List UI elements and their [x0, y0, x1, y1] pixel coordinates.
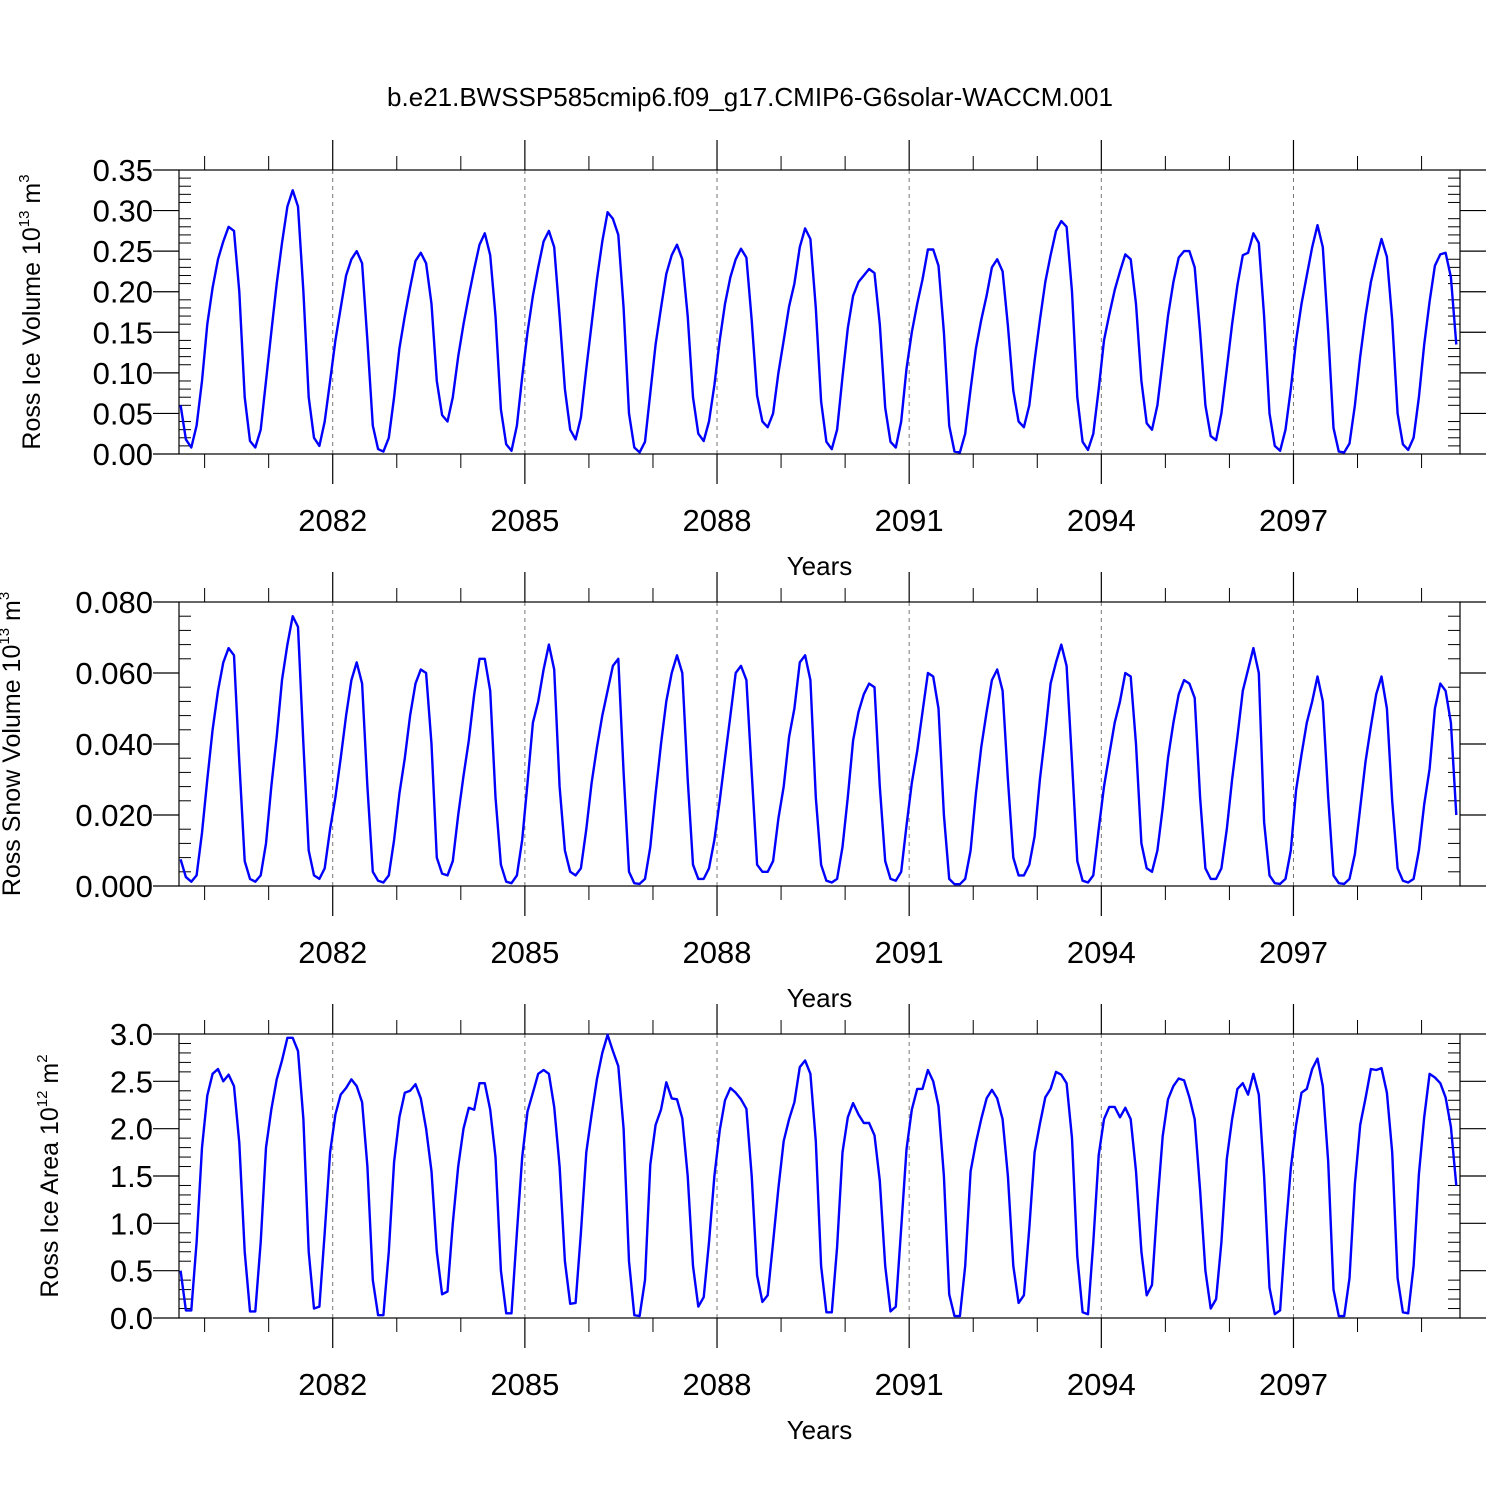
y-tick-label: 0.10 — [93, 356, 153, 391]
y-axis-label: Ross Ice Area 1012 m2 — [34, 1054, 64, 1297]
y-tick-label: 1.5 — [110, 1159, 153, 1194]
y-tick-label: 0.080 — [75, 585, 153, 620]
x-tick-label: 2097 — [1259, 1367, 1328, 1402]
y-tick-label: 0.35 — [93, 153, 153, 188]
chart-panel-3: 0.0 0.5 1.0 1.5 2.0 2.5 3.0 2082 2085 2088 2091 209… — [34, 1004, 1486, 1445]
x-axis-label: Years — [787, 551, 853, 581]
x-tick-label: 2097 — [1259, 503, 1328, 538]
y-tick-label: 0.020 — [75, 798, 153, 833]
y-tick-label: 0.040 — [75, 727, 153, 762]
chart-panel-2: 0.000 0.020 0.040 0.060 0.080 2082 2085 2088 209… — [0, 572, 1486, 1013]
x-tick-label: 2085 — [490, 1367, 559, 1402]
chart-title: b.e21.BWSSP585cmip6.f09_g17.CMIP6-G6sola… — [387, 82, 1113, 112]
x-tick-label: 2082 — [298, 503, 367, 538]
y-tick-label: 0.20 — [93, 275, 153, 310]
x-tick-label: 2088 — [683, 1367, 752, 1402]
series-line-2 — [179, 615, 1458, 886]
y-tick-label: 0.30 — [93, 194, 153, 229]
y-tick-label: 2.0 — [110, 1112, 153, 1147]
plot-frame — [178, 169, 1461, 455]
y-tick-label: 0.0 — [110, 1301, 153, 1336]
x-tick-label: 2097 — [1259, 935, 1328, 970]
y-tick-label: 0.060 — [75, 656, 153, 691]
chart-panel-1: 0.00 0.05 0.10 0.15 0.20 0.25 0.30 0.35 2082 2085… — [16, 140, 1486, 581]
y-tick-label: 0.00 — [93, 437, 153, 472]
y-tick-label: 0.5 — [110, 1254, 153, 1289]
y-tick-label: 0.05 — [93, 396, 153, 431]
x-tick-label: 2082 — [298, 1367, 367, 1402]
y-axis-label: Ross Ice Volume 1013 m3 — [16, 174, 46, 449]
x-tick-label: 2082 — [298, 935, 367, 970]
series-line-1 — [179, 189, 1458, 454]
x-tick-label: 2091 — [875, 1367, 944, 1402]
x-tick-label: 2088 — [683, 503, 752, 538]
x-axis-label: Years — [787, 1415, 853, 1445]
x-tick-label: 2091 — [875, 935, 944, 970]
x-tick-label: 2088 — [683, 935, 752, 970]
series-line-3 — [179, 1033, 1458, 1318]
panels: 0.00 0.05 0.10 0.15 0.20 0.25 0.30 0.35 2082 2085… — [0, 140, 1486, 1445]
x-tick-label: 2091 — [875, 503, 944, 538]
y-tick-label: 0.15 — [93, 315, 153, 350]
y-tick-label: 0.000 — [75, 869, 153, 904]
y-tick-label: 2.5 — [110, 1064, 153, 1099]
y-tick-label: 1.0 — [110, 1206, 153, 1241]
x-tick-label: 2085 — [490, 503, 559, 538]
x-axis-label: Years — [787, 983, 853, 1013]
x-tick-label: 2094 — [1067, 935, 1136, 970]
y-tick-label: 3.0 — [110, 1017, 153, 1052]
x-tick-label: 2085 — [490, 935, 559, 970]
x-tick-label: 2094 — [1067, 1367, 1136, 1402]
y-tick-label: 0.25 — [93, 234, 153, 269]
y-axis-label: Ross Snow Volume 1013 m3 — [0, 592, 26, 896]
x-tick-label: 2094 — [1067, 503, 1136, 538]
